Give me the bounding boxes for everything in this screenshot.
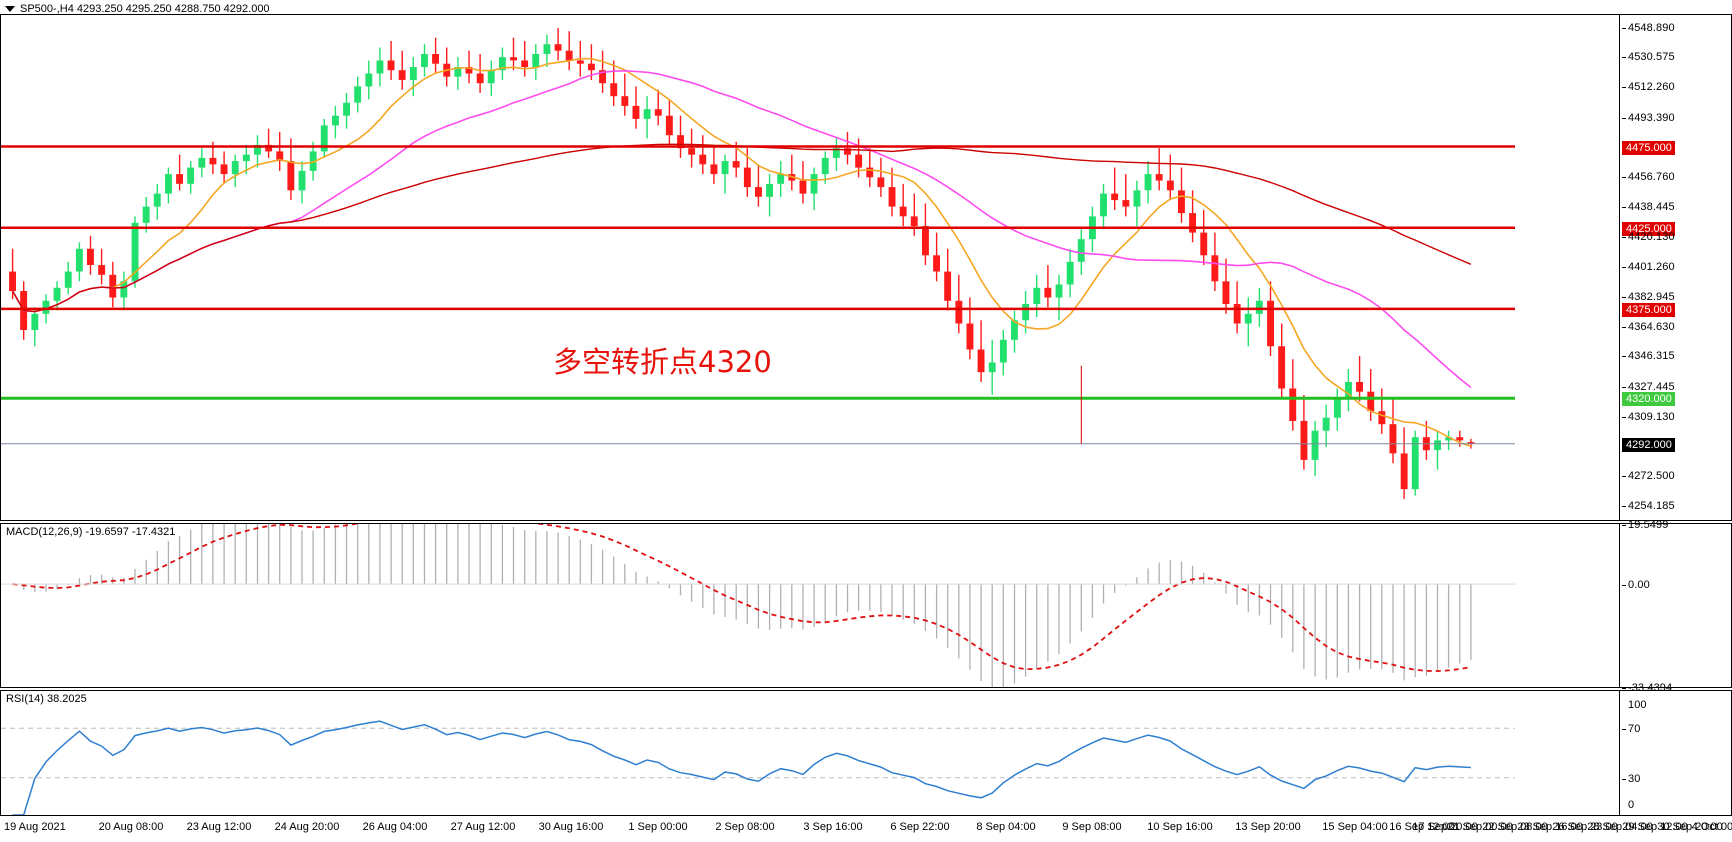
price-axis-tick: 4530.575 [1622, 51, 1675, 63]
time-axis-label: 21 Sep 00:00 [1447, 821, 1513, 833]
symbol-ohlc-label: SP500-,H4 4293.250 4295.250 4288.750 429… [20, 3, 270, 15]
macd-axis-tick: 0.00 [1622, 579, 1650, 591]
tick-mark [1622, 506, 1626, 508]
macd-axis[interactable]: 19.5499 0.00 -33.4394 [1619, 519, 1731, 694]
price-axis-tick: 4456.760 [1622, 171, 1675, 183]
tick-mark [1622, 206, 1626, 208]
rsi-axis-tick: 100 [1628, 699, 1647, 711]
time-axis-label: 9 Sep 08:00 [1062, 821, 1122, 833]
time-axis-label: 2 Sep 08:00 [715, 821, 775, 833]
rsi-header-label: RSI(14) 38.2025 [6, 693, 87, 705]
tick-mark [1622, 585, 1626, 587]
rsi-axis-tick: 70 [1622, 723, 1640, 735]
price-axis-tick: 4548.890 [1622, 22, 1675, 34]
price-axis-tick: 4420.130 [1622, 231, 1675, 243]
support-4375-tag[interactable]: 4375.000 [1622, 302, 1675, 317]
price-plot-area[interactable] [1, 15, 1731, 520]
macd-series-svg [1, 524, 1515, 687]
tick-mark [1622, 236, 1626, 238]
time-axis-label: 6 Sep 22:00 [890, 821, 950, 833]
price-axis-tick: 4364.630 [1622, 321, 1675, 333]
time-axis-label: 26 Aug 04:00 [362, 821, 428, 833]
tick-mark [1622, 297, 1626, 298]
resistance-4475-tag[interactable]: 4475.000 [1622, 140, 1675, 155]
price-axis-tick: 4309.130 [1622, 411, 1675, 423]
price-candles-svg [1, 28, 1515, 499]
time-axis-label: 10 Sep 16:00 [1147, 821, 1213, 833]
time-axis-label: 28 Sep 04:00 [1587, 821, 1653, 833]
tick-mark [1622, 27, 1626, 29]
rsi-axis-tick: 30 [1622, 773, 1640, 785]
time-axis-label: 27 Aug 12:00 [450, 821, 516, 833]
price-axis-tick: 4254.185 [1622, 500, 1675, 512]
tick-mark [1622, 267, 1626, 269]
time-axis-label: 15 Sep 04:00 [1322, 821, 1388, 833]
time-axis-label: 26 Sep 23:00 [1552, 821, 1618, 833]
rsi-chart-panel[interactable]: RSI(14) 38.2025 100 70 30 0 [0, 690, 1732, 816]
time-axis-label: 16 Sep 12:00 [1389, 821, 1455, 833]
last-price-line-tag[interactable]: 4292.000 [1622, 437, 1675, 452]
annotation-text: 多空转折点4320 [553, 345, 772, 379]
tick-mark [1622, 387, 1626, 389]
tick-mark [1622, 326, 1626, 328]
macd-chart-panel[interactable]: MACD(12,26,9) -19.6597 -17.4321 19.5499 0… [0, 519, 1732, 694]
macd-axis-tick: 19.5499 [1622, 519, 1668, 531]
time-axis-label: 22 Sep 08:00 [1482, 821, 1548, 833]
time-axis-label: 23 Sep 16:00 [1517, 821, 1583, 833]
time-axis-label: 17 Sep 20:00 [1412, 821, 1478, 833]
time-axis-label: 8 Sep 04:00 [976, 821, 1036, 833]
tick-mark [1622, 688, 1626, 689]
rsi-series-svg [1, 720, 1515, 815]
pivot-4320-tag[interactable]: 4320.000 [1622, 392, 1675, 407]
tick-mark [1622, 525, 1626, 526]
price-axis-tick: 4346.315 [1622, 350, 1675, 362]
price-axis-tick: 4272.500 [1622, 470, 1675, 482]
triangle-down-icon[interactable] [5, 6, 15, 12]
macd-plot-area[interactable] [1, 524, 1731, 687]
macd-header-label: MACD(12,26,9) -19.6597 -17.4321 [6, 526, 176, 538]
price-axis-tick: 4382.945 [1622, 291, 1675, 303]
rsi-axis-tick: 0 [1628, 799, 1635, 811]
tick-mark [1622, 778, 1626, 780]
time-axis[interactable]: 19 Aug 2021 20 Aug 08:00 23 Aug 12:00 24 Au… [0, 818, 1732, 840]
resistance-4425-tag[interactable]: 4425.000 [1622, 221, 1675, 236]
price-axis[interactable]: 4548.890 4530.575 4512.260 4493.390 4475.000… [1619, 15, 1731, 520]
time-axis-label: 4 Oct 00:00 [1691, 821, 1732, 833]
price-chart-panel[interactable]: 4548.890 4530.575 4512.260 4493.390 4475.000… [0, 14, 1732, 521]
time-axis-label: 23 Aug 12:00 [186, 821, 252, 833]
tick-mark [1622, 416, 1626, 418]
time-axis-label: 19 Aug 2021 [4, 821, 66, 833]
time-axis-label: 3 Sep 16:00 [803, 821, 863, 833]
time-axis-label: 30 Aug 16:00 [538, 821, 604, 833]
tick-mark [1622, 117, 1626, 119]
tick-mark [1622, 87, 1626, 89]
time-axis-label: 20 Aug 08:00 [98, 821, 164, 833]
rsi-plot-area[interactable] [1, 691, 1731, 815]
time-axis-label: 30 Sep 20:00 [1657, 821, 1723, 833]
time-axis-label: 13 Sep 20:00 [1235, 821, 1301, 833]
price-axis-tick: 4493.390 [1622, 112, 1675, 124]
tick-mark [1622, 729, 1626, 731]
price-axis-tick: 4327.445 [1622, 381, 1675, 393]
tick-mark [1622, 177, 1626, 179]
tick-mark [1622, 57, 1626, 59]
rsi-axis[interactable]: 100 70 30 0 [1619, 691, 1731, 815]
tick-mark [1622, 356, 1626, 358]
tick-mark [1622, 476, 1626, 478]
price-axis-tick: 4512.260 [1622, 81, 1675, 93]
symbol-title-bar: SP500-,H4 4293.250 4295.250 4288.750 429… [0, 2, 270, 16]
price-axis-tick: 4438.445 [1622, 201, 1675, 213]
time-axis-label: 24 Aug 20:00 [274, 821, 340, 833]
price-axis-tick: 4401.260 [1622, 261, 1675, 273]
time-axis-label: 1 Sep 00:00 [628, 821, 688, 833]
time-axis-label: 29 Sep 12:00 [1622, 821, 1688, 833]
